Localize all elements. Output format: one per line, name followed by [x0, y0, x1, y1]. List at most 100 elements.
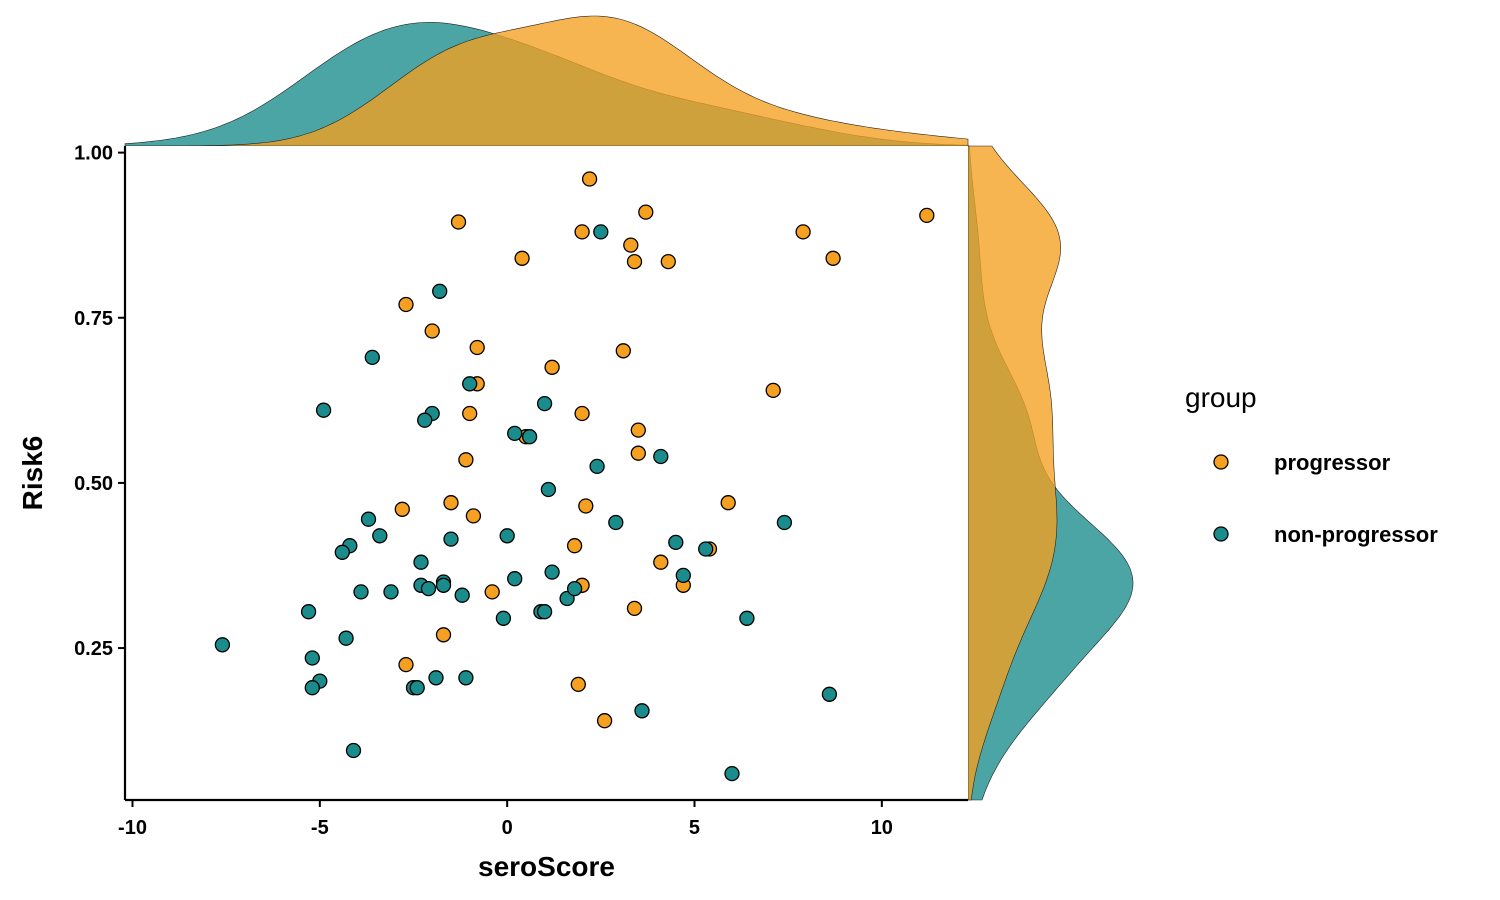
- point-non-progressor: [214, 637, 231, 653]
- point-non-progressor: [372, 528, 388, 544]
- y-tick-label: 0.25: [74, 638, 113, 660]
- point-progressor: [424, 323, 440, 339]
- point-progressor: [596, 713, 613, 729]
- point-progressor: [795, 224, 811, 240]
- point-progressor: [443, 495, 459, 511]
- point-non-progressor: [653, 448, 669, 465]
- point-progressor: [544, 359, 560, 375]
- y-tick-label: 0.75: [74, 308, 113, 330]
- point-progressor: [626, 253, 643, 270]
- x-axis-ticks: -10 -5 0 5 10: [118, 800, 893, 839]
- point-progressor: [919, 207, 935, 224]
- point-non-progressor: [499, 528, 515, 544]
- point-non-progressor: [634, 703, 650, 719]
- point-non-progressor: [776, 514, 793, 531]
- x-tick-label: 0: [502, 817, 513, 839]
- point-progressor: [638, 204, 654, 220]
- x-tick-label: -10: [118, 817, 147, 839]
- point-non-progressor: [462, 376, 478, 392]
- legend: group progressor non-progressor: [1185, 382, 1438, 547]
- point-progressor: [398, 656, 414, 673]
- point-progressor: [615, 343, 631, 359]
- x-tick-label: -5: [311, 817, 329, 839]
- point-progressor: [465, 508, 482, 524]
- point-progressor: [394, 501, 410, 517]
- point-progressor: [398, 296, 414, 313]
- point-progressor: [630, 422, 646, 438]
- plot-panel: [125, 146, 968, 800]
- point-non-progressor: [495, 610, 512, 626]
- point-progressor: [623, 237, 639, 253]
- legend-label-progressor: progressor: [1274, 450, 1391, 475]
- right-density-progressor: [967, 145, 1062, 801]
- point-progressor: [765, 382, 781, 399]
- point-progressor: [566, 538, 583, 554]
- top-density-progressor: [125, 15, 969, 147]
- point-progressor: [462, 405, 478, 422]
- point-non-progressor: [304, 650, 320, 666]
- point-non-progressor: [435, 577, 452, 593]
- point-non-progressor: [739, 610, 755, 626]
- x-axis-title: seroScore: [478, 851, 615, 882]
- point-progressor: [720, 495, 736, 511]
- point-non-progressor: [544, 564, 560, 580]
- point-non-progressor: [345, 742, 362, 759]
- point-progressor: [570, 676, 586, 693]
- point-progressor: [626, 600, 643, 617]
- y-axis-title: Risk6: [17, 436, 48, 511]
- point-progressor: [574, 224, 590, 240]
- point-non-progressor: [353, 584, 369, 600]
- point-progressor: [578, 498, 594, 514]
- point-non-progressor: [417, 412, 433, 428]
- point-non-progressor: [413, 554, 429, 570]
- point-progressor: [484, 584, 500, 600]
- point-progressor: [450, 214, 467, 230]
- point-non-progressor: [589, 458, 605, 475]
- x-tick-label: 5: [689, 817, 700, 839]
- point-non-progressor: [507, 425, 523, 442]
- point-non-progressor: [304, 680, 320, 696]
- point-non-progressor: [443, 531, 459, 547]
- x-tick-label: 10: [871, 817, 893, 839]
- point-progressor: [458, 452, 474, 468]
- legend-key-non-progressor: [1213, 526, 1229, 542]
- point-non-progressor: [420, 580, 437, 597]
- legend-title: group: [1185, 382, 1257, 413]
- point-non-progressor: [315, 402, 332, 418]
- top-marginal-density: [124, 15, 969, 147]
- point-non-progressor: [300, 604, 317, 620]
- point-progressor: [581, 171, 598, 187]
- point-non-progressor: [608, 514, 624, 531]
- legend-label-non-progressor: non-progressor: [1274, 522, 1438, 547]
- scatter-points: [214, 171, 935, 782]
- point-non-progressor: [593, 224, 609, 240]
- point-non-progressor: [698, 541, 714, 557]
- point-progressor: [653, 554, 669, 570]
- point-non-progressor: [821, 686, 838, 702]
- point-non-progressor: [521, 429, 538, 445]
- point-non-progressor: [334, 544, 350, 560]
- point-non-progressor: [458, 670, 474, 686]
- point-non-progressor: [675, 567, 691, 584]
- axes: [123, 146, 968, 802]
- point-non-progressor: [566, 580, 583, 597]
- y-tick-label: 0.50: [74, 473, 113, 495]
- y-axis-ticks: 0.25 0.50 0.75 1.00: [74, 143, 125, 660]
- right-marginal-density: [967, 145, 1134, 801]
- point-non-progressor: [668, 534, 684, 551]
- point-progressor: [825, 250, 841, 266]
- point-progressor: [660, 253, 676, 270]
- point-non-progressor: [383, 584, 399, 600]
- point-non-progressor: [507, 571, 523, 587]
- point-non-progressor: [724, 765, 740, 782]
- point-non-progressor: [454, 587, 470, 603]
- y-tick-label: 1.00: [74, 143, 113, 165]
- point-non-progressor: [432, 283, 448, 299]
- point-non-progressor: [536, 604, 553, 620]
- point-non-progressor: [360, 511, 377, 527]
- legend-key-progressor: [1213, 454, 1229, 470]
- point-non-progressor: [364, 349, 380, 366]
- point-non-progressor: [428, 670, 444, 686]
- point-progressor: [514, 250, 530, 266]
